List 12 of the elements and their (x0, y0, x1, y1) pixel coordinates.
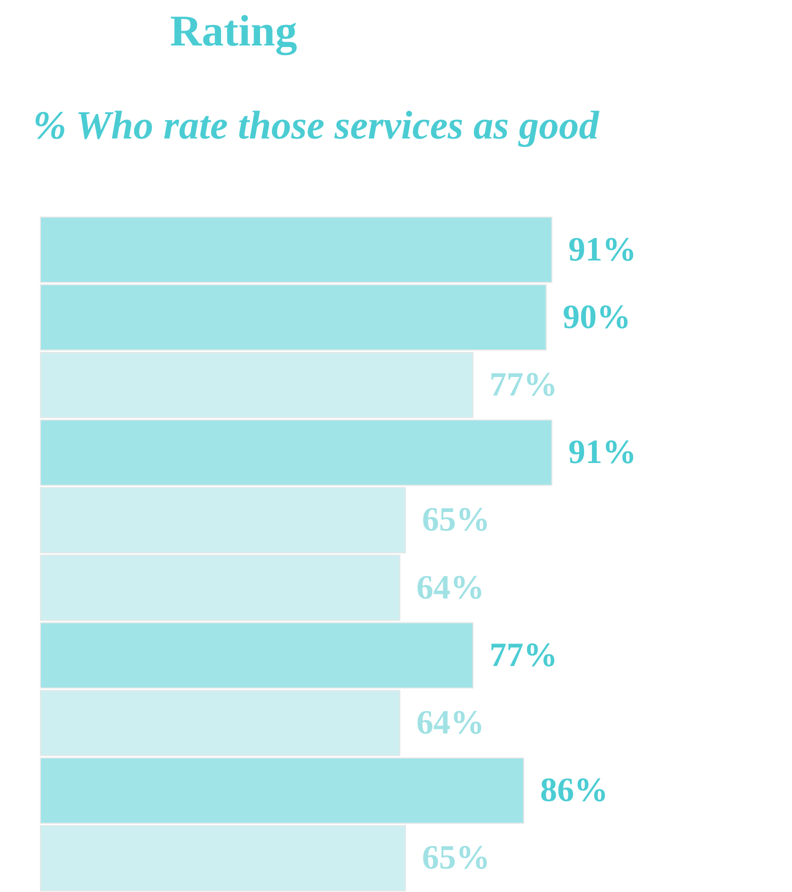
data-label: 65% (422, 840, 490, 877)
data-label: 64% (416, 704, 484, 742)
data-label: 77% (490, 636, 558, 674)
chart-title: Rating (170, 6, 298, 56)
data-label: 86% (540, 772, 608, 810)
data-label: 77% (490, 366, 558, 404)
data-label: 91% (568, 434, 636, 472)
data-label: 64% (416, 569, 484, 606)
data-label: 90% (562, 298, 631, 336)
data-label: 65% (422, 502, 490, 539)
chart-subtitle: % Who rate those services as good (33, 102, 600, 148)
data-label: 91% (568, 231, 636, 268)
